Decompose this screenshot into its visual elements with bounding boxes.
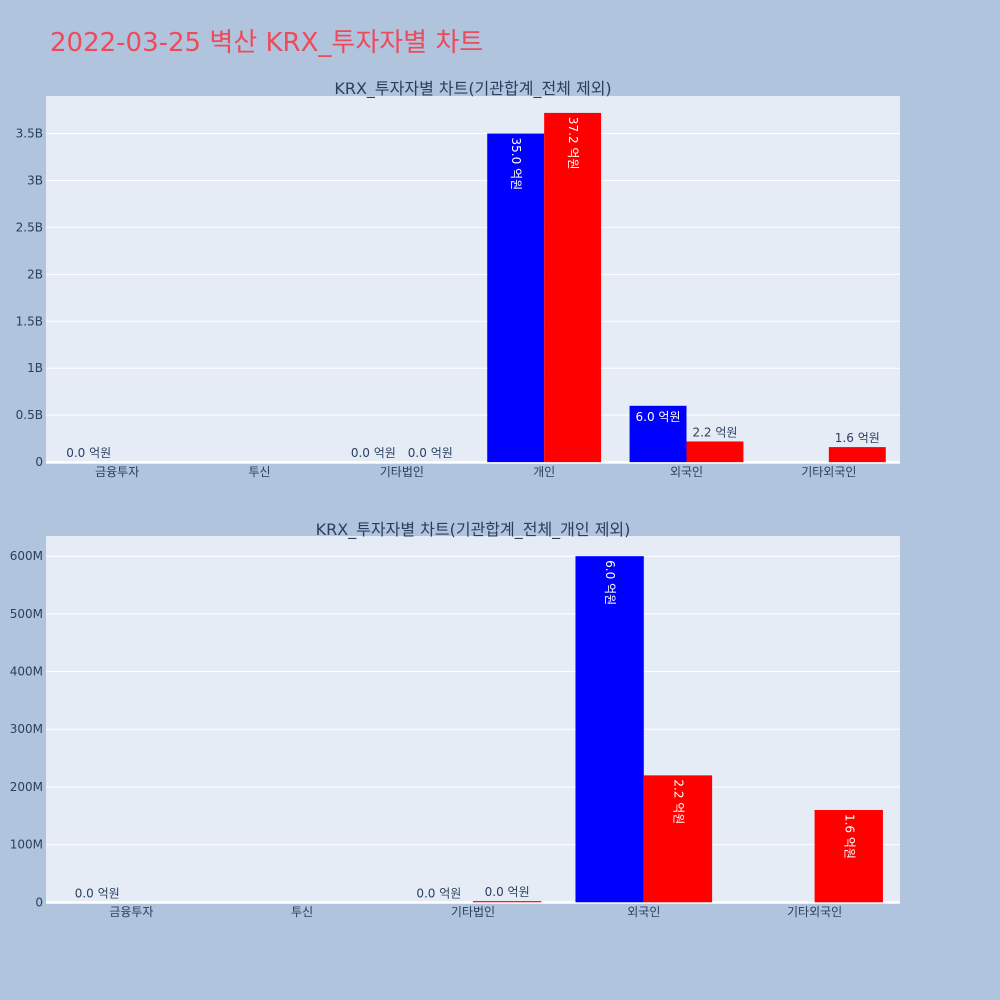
data-label: 2.2 억원 bbox=[671, 779, 685, 824]
data-label: 6.0 억원 bbox=[603, 560, 617, 605]
x-tick-label: 기타외국인 bbox=[787, 905, 842, 919]
plot-area-2 bbox=[46, 536, 900, 904]
bar-sell bbox=[828, 447, 886, 463]
data-label: 0.0 억원 bbox=[408, 446, 453, 460]
x-tick-label: 외국인 bbox=[670, 465, 703, 479]
data-label: 37.2 억원 bbox=[566, 117, 580, 170]
data-label: 6.0 억원 bbox=[636, 410, 681, 424]
data-label: 0.0 억원 bbox=[351, 446, 396, 460]
bar-buy bbox=[575, 556, 644, 903]
y-tick-label: 0 bbox=[35, 455, 43, 469]
data-label: 0.0 억원 bbox=[75, 886, 120, 900]
bar-buy bbox=[629, 405, 687, 463]
y-tick-label: 1B bbox=[27, 361, 43, 375]
y-tick-label: 400M bbox=[10, 665, 43, 679]
chart-title-1: KRX_투자자별 차트(기관합계_전체 제외) bbox=[334, 79, 611, 99]
data-label: 0.0 억원 bbox=[66, 446, 111, 460]
y-tick-label: 300M bbox=[10, 722, 43, 736]
data-label: 0.0 억원 bbox=[485, 885, 530, 899]
bar-sell bbox=[544, 112, 602, 463]
page-title: 2022-03-25 벽산 KRX_투자자별 차트 bbox=[50, 28, 484, 58]
y-tick-label: 0 bbox=[35, 895, 43, 909]
bar-sell bbox=[643, 775, 713, 903]
y-tick-label: 3B bbox=[27, 173, 43, 187]
y-tick-label: 0.5B bbox=[16, 408, 43, 422]
x-tick-label: 기타법인 bbox=[380, 465, 424, 479]
y-tick-label: 1.5B bbox=[16, 314, 43, 328]
data-label: 2.2 억원 bbox=[692, 425, 737, 439]
y-tick-label: 3.5B bbox=[16, 127, 43, 141]
data-label: 0.0 억원 bbox=[416, 886, 461, 900]
x-tick-label: 투신 bbox=[248, 465, 270, 479]
x-tick-label: 개인 bbox=[533, 465, 555, 479]
bar-buy bbox=[487, 133, 545, 463]
bar-sell bbox=[686, 441, 744, 463]
data-label: 1.6 억원 bbox=[842, 814, 856, 859]
x-tick-label: 금융투자 bbox=[95, 465, 139, 479]
y-tick-label: 2B bbox=[27, 267, 43, 281]
x-tick-label: 금융투자 bbox=[109, 905, 153, 919]
y-tick-label: 600M bbox=[10, 549, 43, 563]
bar-sell bbox=[814, 809, 883, 903]
chart-title-2: KRX_투자자별 차트(기관합계_전체_개인 제외) bbox=[316, 520, 631, 540]
x-tick-label: 기타외국인 bbox=[801, 465, 856, 479]
data-label: 35.0 억원 bbox=[509, 138, 523, 191]
bar-sell bbox=[473, 901, 542, 903]
plot-area-1 bbox=[46, 96, 900, 464]
x-tick-label: 투신 bbox=[291, 905, 313, 919]
data-label: 1.6 억원 bbox=[835, 431, 880, 445]
x-tick-label: 외국인 bbox=[627, 905, 660, 919]
y-tick-label: 200M bbox=[10, 780, 43, 794]
x-tick-label: 기타법인 bbox=[451, 905, 495, 919]
y-tick-label: 2.5B bbox=[16, 220, 43, 234]
y-tick-label: 100M bbox=[10, 838, 43, 852]
y-tick-label: 500M bbox=[10, 607, 43, 621]
